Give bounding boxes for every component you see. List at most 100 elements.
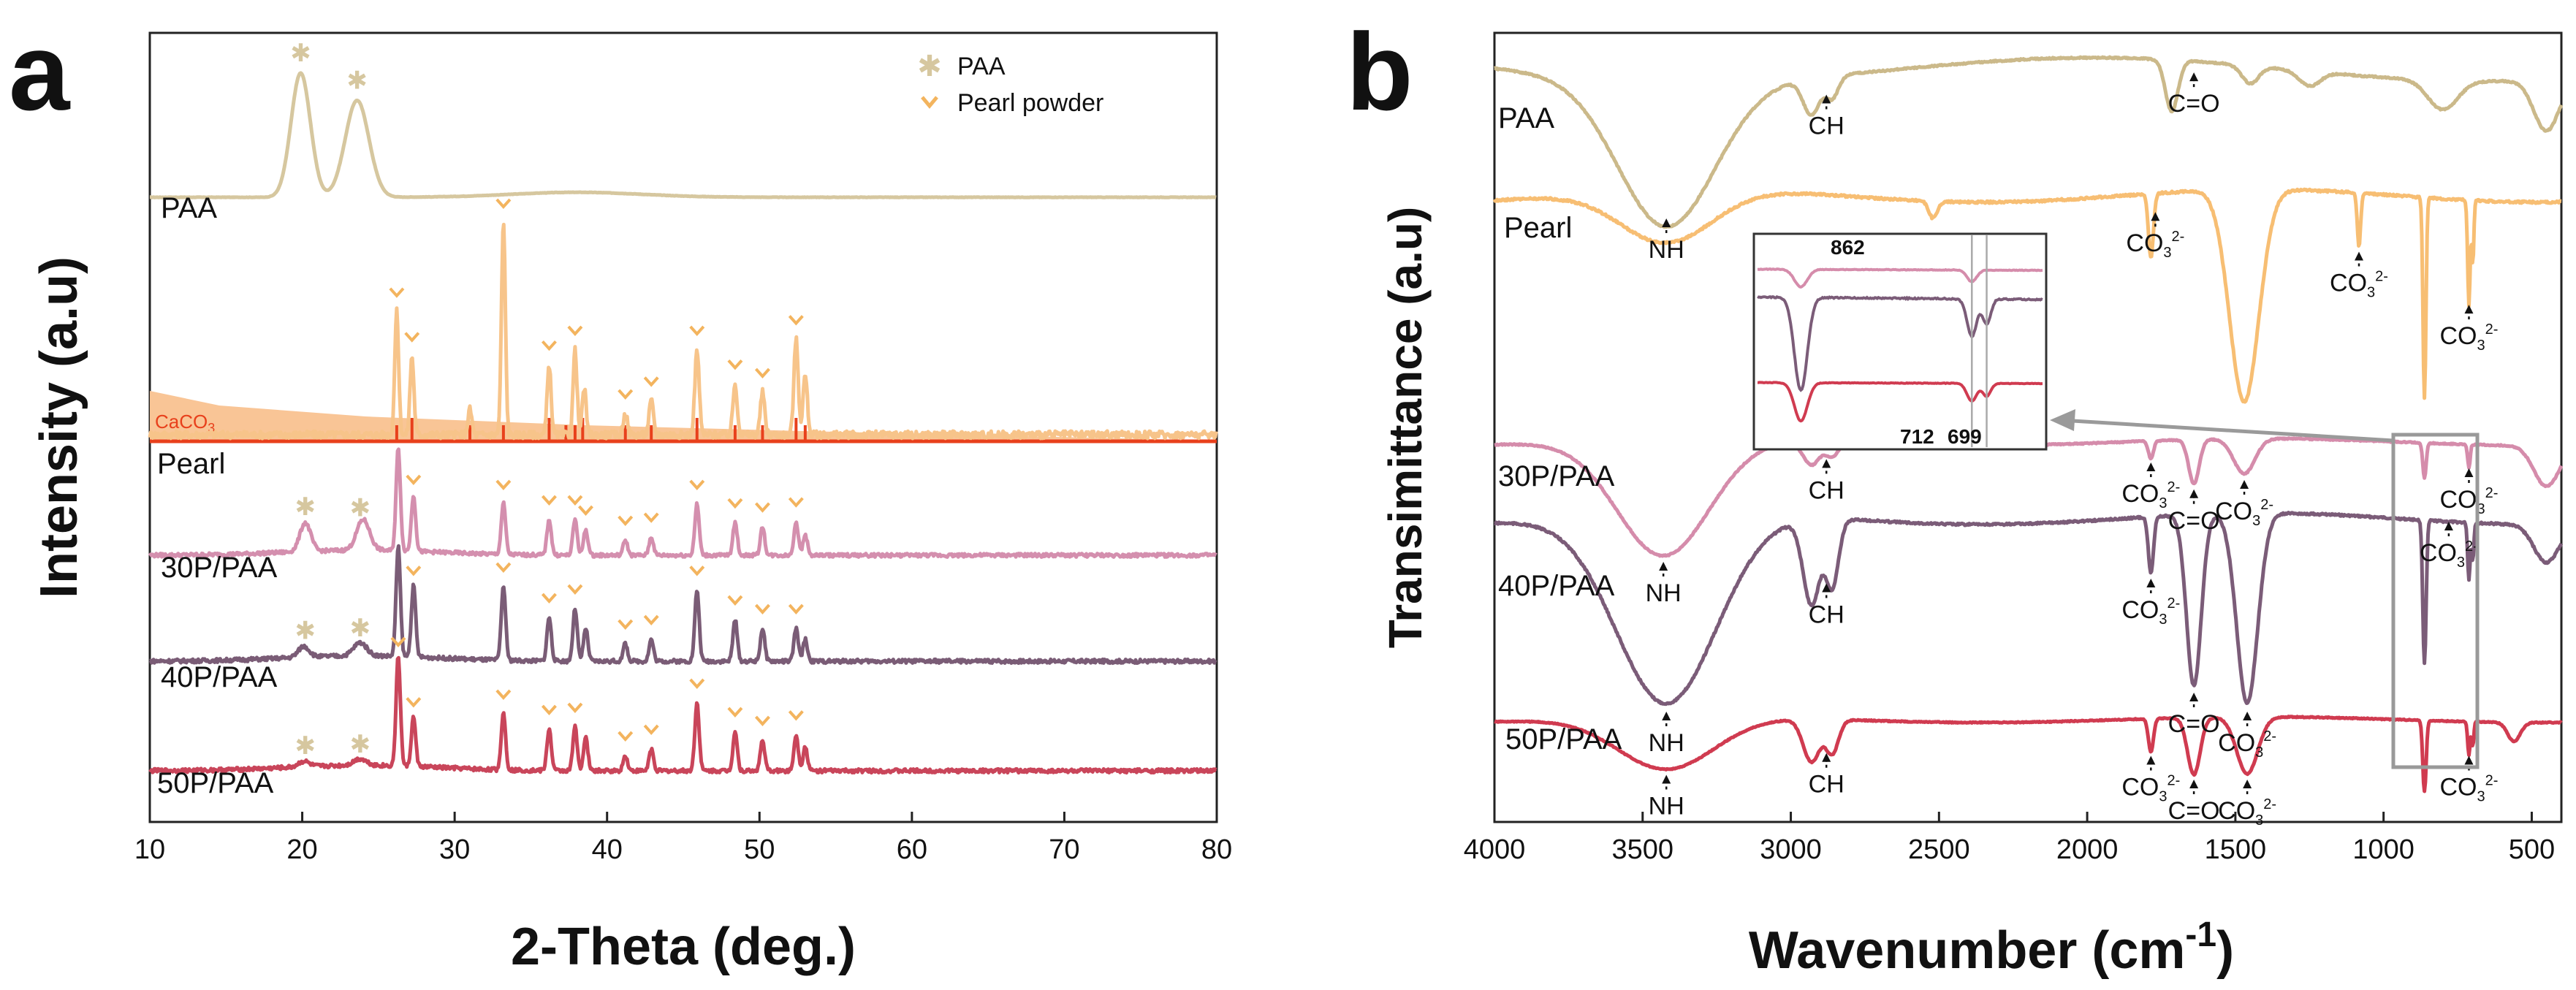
caco3-reference-label: CaCO3	[155, 411, 215, 435]
xrd-curve-pearl	[148, 222, 1218, 441]
xrd-curve-paa	[148, 71, 1217, 199]
pearl-v-mark-icon	[406, 474, 422, 485]
inset-region-box	[2391, 433, 2480, 769]
pearl-v-mark-icon	[495, 689, 512, 700]
inset-label-862: 862	[1831, 236, 1865, 259]
paa-star-icon: ✱	[295, 618, 316, 645]
pearl-v-mark-icon	[788, 497, 804, 508]
pearl-v-mark-icon	[754, 603, 770, 614]
curve-label-50p-paa: 50P/PAA	[157, 767, 274, 799]
xrd-curve-50p-paa	[148, 655, 1217, 775]
caco3-reference-sticks	[395, 418, 807, 441]
annotation-arrowhead-8	[2240, 480, 2249, 489]
pearl-v-mark-icon	[754, 368, 770, 378]
annotation-arrowhead-0	[1662, 218, 1671, 227]
panel-a-legend: ✱ PAA Pearl powder	[917, 50, 1103, 117]
pearl-v-mark-icon	[618, 389, 634, 400]
band-label-co-20: CO32-	[2121, 773, 2180, 805]
annotation-arrowhead-21	[2189, 780, 2199, 789]
annotation-arrowhead-23	[2464, 755, 2474, 765]
panel-b-x-axis-title: Wavenumber (cm-1)	[1749, 915, 2234, 980]
ftir-curve-50p-paa	[1493, 715, 2563, 793]
curve-label-40p-paa-b: 40P/PAA	[1498, 570, 1615, 602]
panel-a-chart: CaCO3 ✱ ✱ ✱ ✱ ✱ ✱ ✱ ✱ 10 20 30 40 50 60 70 80 2-Theta …	[30, 31, 1232, 976]
pearl-v-mark-icon	[406, 697, 422, 708]
band-label-co-9: CO32-	[2440, 485, 2499, 517]
annotation-arrowhead-6	[2146, 462, 2156, 471]
band-label-c-o-7: C=O	[2168, 507, 2220, 535]
pearl-v-mark-icon	[643, 724, 659, 735]
pearl-v-mark-icon	[618, 515, 634, 526]
pearl-v-mark-icon	[788, 710, 804, 721]
ftir-inset: 862 712 699	[1752, 232, 2048, 451]
band-label-nh-0: NH	[1649, 236, 1684, 264]
panel-letter-a: a	[9, 10, 71, 133]
band-label-co-5: CO32-	[2440, 321, 2499, 354]
annotation-arrowhead-18	[1662, 774, 1671, 784]
b-x-tick-label-1500: 1500	[2205, 834, 2267, 865]
panel-a-y-axis-title: Intensity (a.u)	[30, 256, 88, 598]
a-x-tick-label-10: 10	[134, 834, 165, 865]
band-label-ch-17: CH	[1809, 601, 1844, 629]
annotation-arrowhead-3	[2151, 212, 2160, 221]
band-label-c-o-2: C=O	[2168, 90, 2220, 118]
panel-b-y-axis-title: Transimittance (a.u)	[1379, 207, 1432, 649]
annotation-arrowhead-11	[1822, 459, 1831, 468]
pearl-v-mark-icon	[643, 614, 659, 625]
a-x-tick-label-60: 60	[897, 834, 927, 865]
a-x-tick-label-70: 70	[1049, 834, 1079, 865]
pearl-v-mark-icon	[788, 603, 804, 614]
pearl-v-mark-icon	[727, 359, 743, 370]
pearl-v-mark-icon	[689, 479, 705, 490]
curve-label-50p-paa-b: 50P/PAA	[1505, 723, 1622, 755]
a-x-tick-label-30: 30	[439, 834, 470, 865]
a-x-tick-label-50: 50	[744, 834, 775, 865]
b-x-tick-label-2500: 2500	[1908, 834, 1970, 865]
a-x-tick-label-20: 20	[286, 834, 317, 865]
pearl-v-mark-icon	[495, 479, 512, 490]
inset-curve-30p-paa	[1757, 267, 2043, 289]
band-label-co-12: CO32-	[2121, 595, 2180, 628]
pearl-v-mark-icon	[541, 593, 557, 603]
b-x-tick-label-500: 500	[2509, 834, 2555, 865]
band-label-ch-19: CH	[1809, 771, 1844, 799]
legend-star-icon: ✱	[917, 50, 942, 83]
band-label-co-4: CO32-	[2330, 269, 2388, 301]
annotation-arrowhead-19	[1822, 753, 1831, 762]
band-label-c-o-21: C=O	[2168, 797, 2220, 825]
panel-a-x-axis-title: 2-Theta (deg.)	[511, 918, 856, 976]
panel-letter-b: b	[1346, 10, 1413, 133]
pearl-v-mark-icon	[689, 325, 705, 336]
pearl-v-mark-icon	[541, 704, 557, 715]
panel-b-frame	[1493, 31, 2563, 823]
pearl-v-mark-icon	[727, 595, 743, 606]
annotation-arrowhead-17	[1822, 583, 1831, 593]
band-label-co-8: CO32-	[2215, 497, 2273, 529]
curve-label-40p-paa: 40P/PAA	[161, 661, 278, 693]
ftir-curve-pearl	[1492, 187, 2563, 404]
annotation-arrowhead-22	[2243, 780, 2252, 788]
band-label-nh-18: NH	[1649, 793, 1684, 820]
pearl-v-mark-icon	[643, 512, 659, 523]
band-label-co-3: CO32-	[2126, 229, 2184, 261]
b-x-tick-label-4000: 4000	[1464, 834, 1526, 865]
ftir-curve-40p-paa	[1493, 511, 2564, 707]
annotation-arrowhead-10	[1659, 562, 1668, 571]
pearl-v-mark-icon	[618, 619, 634, 630]
paa-star-icon: ✱	[290, 40, 311, 67]
inset-label-712: 712	[1900, 425, 1934, 448]
band-label-nh-10: NH	[1646, 579, 1682, 607]
band-label-nh-16: NH	[1649, 729, 1684, 757]
pearl-v-mark-icon	[567, 495, 583, 506]
pearl-v-mark-icon	[754, 715, 770, 726]
pearl-v-mark-icon	[495, 562, 512, 573]
pearl-v-mark-icon	[567, 702, 583, 713]
band-label-co-23: CO32-	[2440, 773, 2499, 805]
inset-curve-40p-paa	[1757, 294, 2043, 392]
annotation-arrowhead-4	[2355, 251, 2364, 261]
xrd-curve-30p-paa	[148, 447, 1217, 559]
annotation-arrowhead-7	[2189, 489, 2199, 498]
legend-v-mark-icon	[921, 96, 938, 109]
pearl-v-mark-icon	[618, 731, 634, 742]
pearl-v-mark-icon	[689, 678, 705, 689]
